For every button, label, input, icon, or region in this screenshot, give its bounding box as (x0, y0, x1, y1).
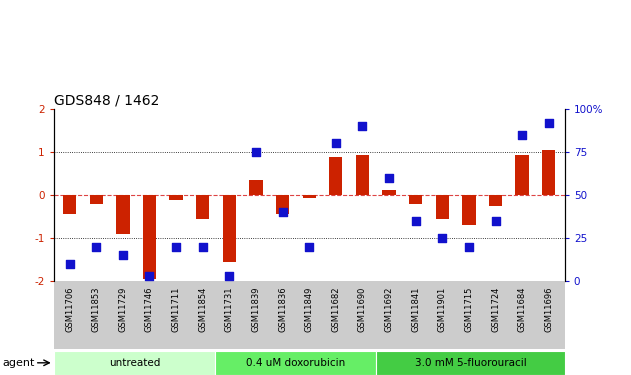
Point (304, 244, 314, 250)
Bar (516, 155, 529, 195)
Point (144, 273, 155, 279)
Bar (249, 180, 262, 195)
Bar (463, 195, 476, 225)
Text: GSM11724: GSM11724 (491, 286, 500, 332)
Point (490, 218, 500, 224)
Text: 3.0 mM 5-fluorouracil: 3.0 mM 5-fluorouracil (415, 358, 526, 368)
Point (437, 235, 447, 241)
Text: GSM11706: GSM11706 (65, 286, 74, 332)
Bar (542, 150, 555, 195)
Bar (63, 195, 76, 214)
Text: GSM11746: GSM11746 (145, 286, 154, 332)
Bar (435, 195, 449, 219)
Text: GSM11715: GSM11715 (464, 286, 473, 332)
Point (517, 132, 527, 138)
Point (278, 209, 288, 215)
Text: GSM11692: GSM11692 (384, 286, 394, 332)
Point (384, 175, 394, 181)
Bar (377, 351, 565, 375)
Bar (276, 195, 289, 214)
Text: GSM11854: GSM11854 (198, 286, 207, 332)
Text: agent: agent (2, 358, 34, 368)
Bar (409, 195, 422, 204)
Bar (143, 195, 156, 279)
Text: GSM11836: GSM11836 (278, 286, 287, 332)
Point (544, 120, 554, 126)
Point (198, 244, 208, 250)
Text: GSM11853: GSM11853 (91, 286, 101, 332)
Point (464, 244, 474, 250)
Text: GSM11841: GSM11841 (411, 286, 420, 332)
Point (118, 252, 128, 258)
Bar (170, 195, 183, 200)
Bar (116, 195, 129, 234)
Bar (196, 195, 209, 219)
Text: GDS848 / 1462: GDS848 / 1462 (54, 94, 159, 108)
Text: GSM11839: GSM11839 (251, 286, 261, 332)
Text: GSM11731: GSM11731 (225, 286, 234, 332)
Bar (90, 195, 103, 204)
Bar (329, 158, 343, 195)
Text: 0.4 uM doxorubicin: 0.4 uM doxorubicin (246, 358, 345, 368)
Point (357, 123, 367, 129)
Text: GSM11682: GSM11682 (331, 286, 340, 332)
Text: GSM11684: GSM11684 (517, 286, 527, 332)
Bar (382, 190, 396, 195)
Bar (489, 195, 502, 206)
Bar (356, 155, 369, 195)
Bar (302, 195, 316, 198)
Text: GSM11711: GSM11711 (172, 286, 180, 332)
Point (171, 244, 181, 250)
Text: GSM11696: GSM11696 (545, 286, 553, 332)
Text: GSM11729: GSM11729 (119, 286, 127, 332)
Point (251, 149, 261, 155)
Text: GSM11901: GSM11901 (438, 286, 447, 332)
Bar (215, 351, 377, 375)
Bar (223, 195, 236, 262)
Point (411, 218, 421, 224)
Point (91, 244, 102, 250)
Point (331, 140, 341, 146)
Point (224, 273, 234, 279)
Text: GSM11849: GSM11849 (305, 286, 314, 332)
Text: GSM11690: GSM11690 (358, 286, 367, 332)
Point (64, 261, 74, 267)
Bar (54, 351, 215, 375)
Text: untreated: untreated (109, 358, 160, 368)
